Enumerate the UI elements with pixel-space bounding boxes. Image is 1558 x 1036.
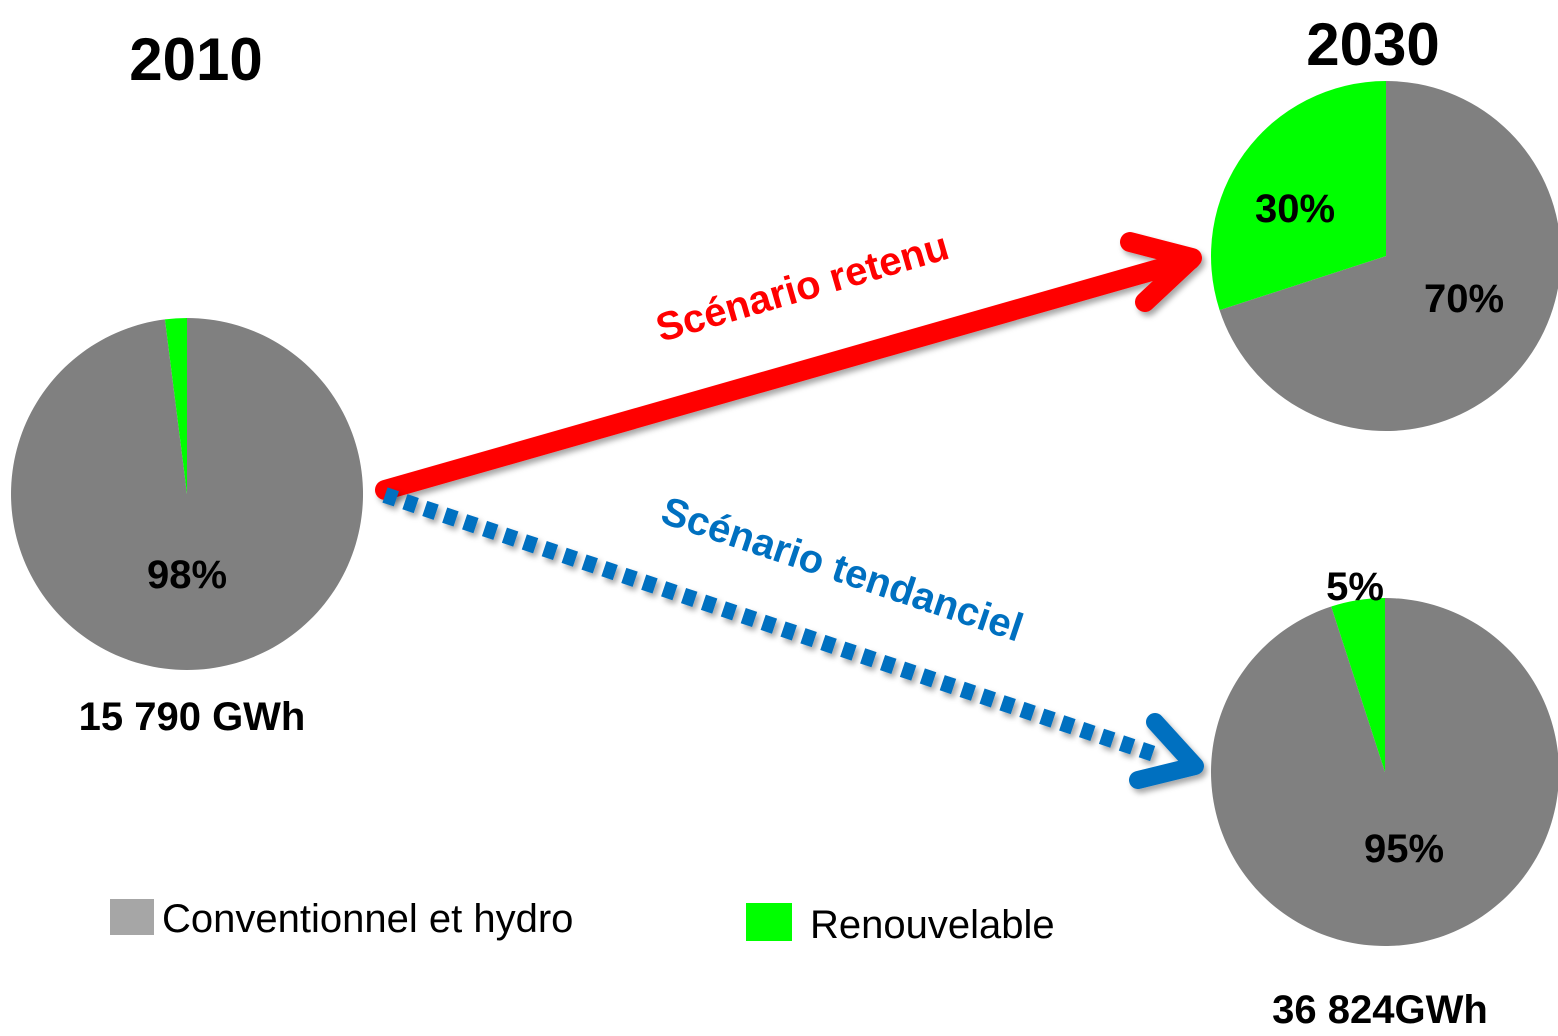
total-2030: 36 824GWh bbox=[1272, 988, 1488, 1032]
trend-scenario-label: Scénario tendanciel bbox=[656, 489, 1028, 651]
pie-2030-trend-slice-renewable bbox=[1331, 598, 1385, 772]
year-2010-heading: 2010 bbox=[129, 26, 262, 93]
pie-2010-label-conventional: 98% bbox=[147, 553, 227, 597]
pie-2030-retained-label-renewable: 30% bbox=[1255, 187, 1335, 231]
legend-label-conventional: Conventionnel et hydro bbox=[162, 897, 573, 941]
pie-2030-trend bbox=[1211, 598, 1558, 946]
pie-2030-retained-label-conventional: 70% bbox=[1424, 277, 1504, 321]
pie-2030-trend-label-renewable: 5% bbox=[1326, 565, 1384, 609]
year-2030-heading: 2030 bbox=[1306, 11, 1439, 78]
retained-scenario-arrow bbox=[375, 232, 1202, 500]
pie-2030-trend-label-conventional: 95% bbox=[1364, 827, 1444, 871]
pie-2030-retained-slice-renewable bbox=[1211, 81, 1386, 311]
legend-swatch-conventional bbox=[110, 899, 154, 935]
legend-swatch-renewable bbox=[746, 903, 792, 941]
trend-scenario-arrow bbox=[382, 487, 1204, 789]
legend-label-renewable: Renouvelable bbox=[810, 903, 1055, 947]
pie-2030-retained bbox=[1211, 81, 1558, 431]
pie-2010-slice-renewable bbox=[164, 318, 187, 494]
pie-2010-slice-conventional bbox=[11, 318, 364, 671]
total-2010: 15 790 GWh bbox=[79, 695, 306, 739]
pie-2030-retained-slice-conventional bbox=[1219, 81, 1558, 431]
legend: Conventionnel et hydro Renouvelable bbox=[110, 897, 1055, 947]
pie-2010 bbox=[11, 318, 364, 671]
pie-2030-trend-slice-conventional bbox=[1211, 598, 1558, 946]
